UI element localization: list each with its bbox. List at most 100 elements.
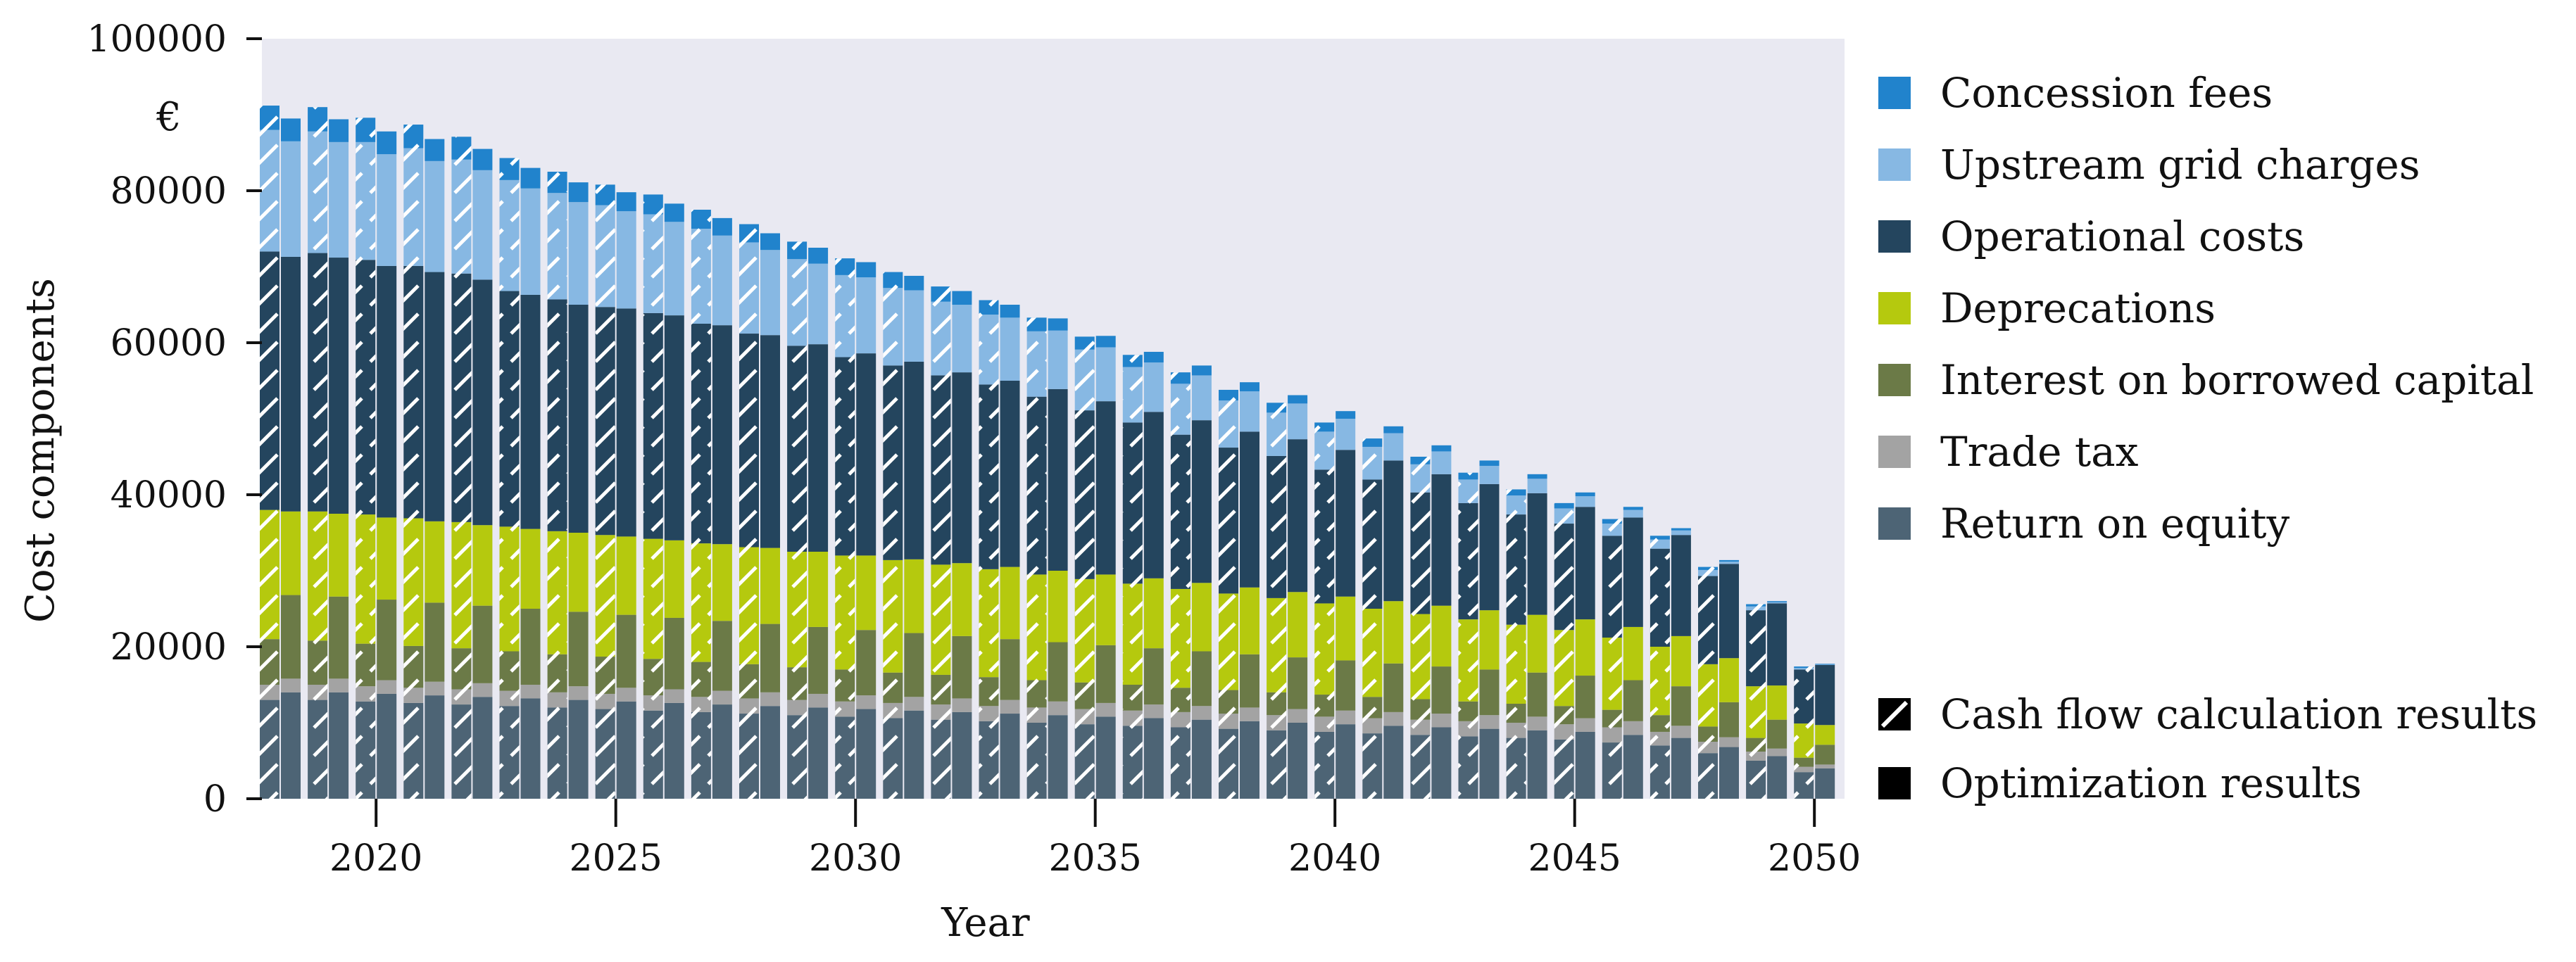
bar-segment: [520, 698, 541, 799]
bar-segment: [1671, 535, 1691, 636]
bar-segment: [856, 262, 877, 278]
bar-segment: [1048, 715, 1068, 799]
bar-segment: [856, 709, 877, 799]
bar-segment: [808, 693, 829, 708]
bar-segment: [1240, 391, 1259, 432]
y-axis-unit-label: €: [156, 94, 182, 140]
bar-segment: [664, 702, 684, 799]
x-tick-label: 2030: [809, 837, 902, 880]
bar-segment: [377, 154, 397, 266]
legend-swatch: [1878, 436, 1911, 468]
bar-segment: [1000, 714, 1020, 799]
bar-segment: [1431, 605, 1452, 667]
bar-hatch-overlay: [1794, 666, 1814, 799]
bar-hatch-overlay: [499, 158, 520, 799]
bar-segment: [616, 211, 636, 309]
bar-segment: [1815, 745, 1835, 765]
bar-segment: [1191, 365, 1212, 376]
bar-segment: [329, 119, 349, 142]
bar-hatch-overlay: [1506, 489, 1526, 799]
bar-segment: [520, 529, 541, 609]
bar-hatch-overlay: [1122, 355, 1143, 799]
bar-segment: [1527, 493, 1547, 615]
bar-segment: [1143, 351, 1164, 363]
bar-segment: [1240, 707, 1259, 721]
bar-segment: [1143, 578, 1164, 649]
bar-segment: [425, 695, 445, 799]
bar-segment: [856, 555, 877, 631]
bar-segment: [1767, 756, 1788, 799]
bar-segment: [1479, 483, 1500, 611]
bar-segment: [1000, 700, 1020, 714]
bar-segment: [952, 711, 972, 799]
bar-segment: [1671, 530, 1691, 536]
bar-segment: [1336, 450, 1356, 597]
bar-segment: [1240, 431, 1259, 588]
y-axis-title: Cost components: [18, 278, 63, 623]
bar-segment: [1431, 714, 1452, 728]
bar-segment: [808, 263, 829, 345]
bar-segment: [904, 633, 924, 697]
bar-segment: [472, 279, 493, 526]
bar-hatch-overlay: [403, 125, 424, 799]
legend-swatch: [1878, 148, 1911, 181]
bar-segment: [1383, 433, 1404, 461]
x-tick-label: 2040: [1288, 837, 1381, 880]
bar-segment: [1143, 362, 1164, 412]
legend-label: Concession fees: [1940, 69, 2273, 117]
bar-segment: [1336, 710, 1356, 725]
bar-segment: [760, 233, 780, 251]
bar-segment: [329, 258, 349, 514]
bar-hatch-overlay: [643, 194, 663, 799]
bar-segment: [808, 626, 829, 694]
y-tick-label: 80000: [111, 170, 227, 213]
bar-segment: [1095, 347, 1116, 402]
bar-segment: [1000, 305, 1020, 318]
y-tick-label: 0: [203, 778, 227, 821]
bar-segment: [904, 710, 924, 799]
bar-segment: [1575, 496, 1595, 507]
bar-segment: [520, 294, 541, 529]
bar-segment: [1336, 660, 1356, 711]
y-tick-label: 60000: [111, 322, 227, 365]
bar-segment: [1575, 718, 1595, 732]
bar-segment: [1191, 719, 1212, 799]
bar-segment: [1527, 614, 1547, 673]
bar-segment: [281, 511, 301, 595]
bar-segment: [568, 686, 589, 700]
bar-segment: [1719, 658, 1739, 702]
x-tick-label: 2050: [1768, 837, 1861, 880]
bar-segment: [808, 552, 829, 627]
bar-segment: [1336, 411, 1356, 419]
bar-segment: [1527, 730, 1547, 799]
bar-segment: [760, 335, 780, 548]
bar-segment: [472, 525, 493, 606]
bar-segment: [1575, 676, 1595, 719]
bar-segment: [904, 697, 924, 711]
bar-segment: [1288, 592, 1308, 658]
bar-hatch-overlay: [1362, 438, 1383, 799]
bar-segment: [712, 325, 732, 545]
bar-segment: [472, 683, 493, 697]
bar-hatch-overlay: [1410, 457, 1431, 799]
bar-segment: [664, 617, 684, 690]
bar-segment: [568, 182, 589, 203]
bar-segment: [281, 256, 301, 512]
y-tick-label: 100000: [87, 18, 227, 61]
bar-segment: [1815, 768, 1835, 799]
bar-segment: [1431, 727, 1452, 799]
bar-hatch-overlay: [835, 258, 855, 799]
bar-segment: [664, 540, 684, 618]
bar-segment: [1383, 460, 1404, 602]
bar-segment: [1719, 747, 1739, 799]
bar-segment: [281, 678, 301, 692]
bar-hatch-overlay: [787, 241, 808, 799]
legend-swatch: [1878, 364, 1911, 396]
bar-segment: [1191, 420, 1212, 583]
bar-hatch-overlay: [1074, 336, 1095, 799]
y-tick-label: 20000: [111, 626, 227, 669]
bar-segment: [1048, 642, 1068, 702]
bar-segment: [1767, 601, 1788, 602]
bar-segment: [1671, 635, 1691, 687]
bar-segment: [952, 563, 972, 636]
